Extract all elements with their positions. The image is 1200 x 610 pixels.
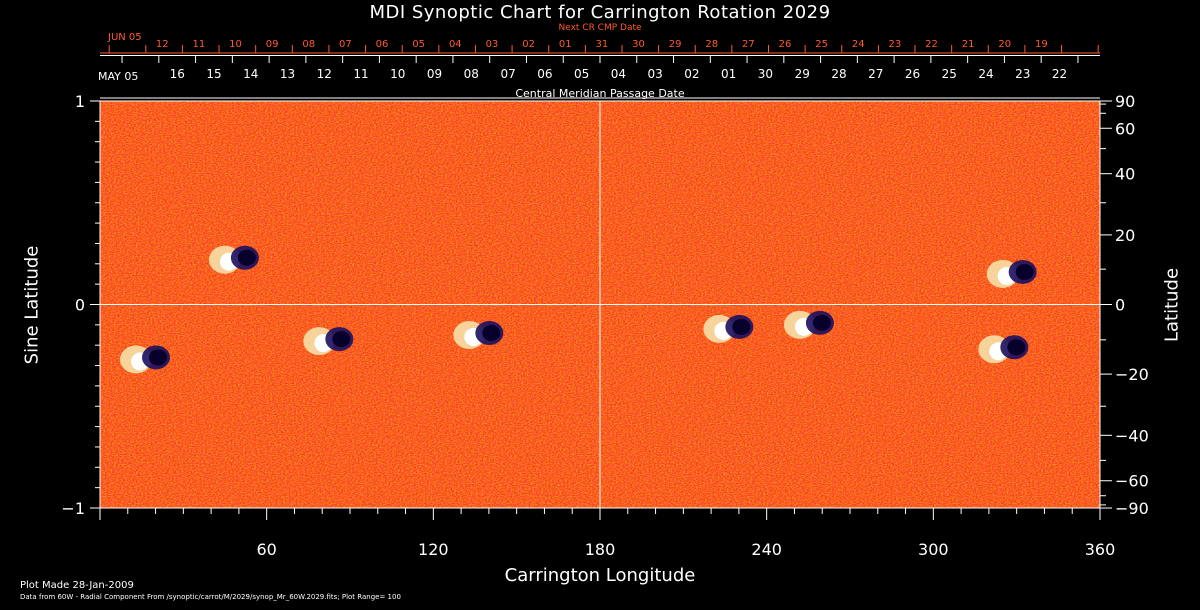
cmp-date-1: 15 xyxy=(206,67,221,81)
active-region-2 xyxy=(120,345,170,374)
next-cr-date-6: 06 xyxy=(376,39,389,50)
cmp-date-12: 04 xyxy=(611,67,626,81)
active-region-4 xyxy=(453,321,504,350)
cmp-axis-title: Central Meridian Passage Date xyxy=(515,87,685,100)
y-axis-label-left: Sine Latitude xyxy=(21,245,43,365)
cmp-date-11: 05 xyxy=(574,67,589,81)
x-tick-label-180: 180 xyxy=(585,540,616,559)
next-cr-date-15: 28 xyxy=(705,39,718,50)
next-cr-date-3: 09 xyxy=(266,39,279,50)
cmp-date-17: 29 xyxy=(795,67,810,81)
next-cr-date-22: 21 xyxy=(962,39,975,50)
next-cr-date-5: 07 xyxy=(339,39,352,50)
next-cr-date-7: 05 xyxy=(412,39,425,50)
cmp-date-20: 26 xyxy=(905,67,920,81)
plot-made-note: Plot Made 28-Jan-2009 xyxy=(20,580,134,591)
next-cr-date-17: 26 xyxy=(779,39,792,50)
cmp-start-label: MAY 05 xyxy=(98,70,139,83)
next-cr-date-24: 19 xyxy=(1035,39,1048,50)
next-cr-date-1: 11 xyxy=(193,39,206,50)
x-tick-label-240: 240 xyxy=(751,540,782,559)
axis-tick-labels: 60 120 180 240 300 360 1 0 −1 90 60 40 20 0 −20 −40 −60 −… xyxy=(61,92,1148,559)
cmp-date-7: 09 xyxy=(427,67,442,81)
y-right-tick-label-1: 60 xyxy=(1115,119,1135,138)
y-right-tick-label-0: 90 xyxy=(1115,92,1135,111)
y-left-tick-label-0: 1 xyxy=(75,92,85,111)
next-cr-date-0: 12 xyxy=(156,39,169,50)
cmp-date-21: 25 xyxy=(942,67,957,81)
y-right-tick-label-6: −40 xyxy=(1115,426,1149,445)
cmp-date-22: 24 xyxy=(978,67,993,81)
next-cr-date-12: 31 xyxy=(595,39,608,50)
cmp-date-19: 27 xyxy=(868,67,883,81)
active-region-7 xyxy=(978,335,1029,364)
cmp-date-10: 06 xyxy=(537,67,552,81)
y-right-tick-label-2: 40 xyxy=(1115,165,1135,184)
cmp-date-5: 11 xyxy=(353,67,368,81)
x-tick-label-60: 60 xyxy=(256,540,276,559)
next-cr-date-10: 02 xyxy=(522,39,535,50)
data-source-note: Data from 60W - Radial Component From /s… xyxy=(20,593,401,601)
cmp-date-16: 30 xyxy=(758,67,773,81)
cmp-date-15: 01 xyxy=(721,67,736,81)
next-cr-date-11: 01 xyxy=(559,39,572,50)
next-cr-date-19: 24 xyxy=(852,39,865,50)
cmp-date-8: 08 xyxy=(464,67,479,81)
y-right-tick-label-4: 0 xyxy=(1115,296,1125,315)
x-tick-label-360: 360 xyxy=(1085,540,1116,559)
next-cr-date-13: 30 xyxy=(632,39,645,50)
cmp-date-9: 07 xyxy=(500,67,515,81)
cmp-date-3: 13 xyxy=(280,67,295,81)
y-right-tick-label-7: −60 xyxy=(1115,472,1149,491)
cmp-date-4: 12 xyxy=(317,67,332,81)
chart-title: MDI Synoptic Chart for Carrington Rotati… xyxy=(369,2,831,23)
cmp-date-2: 14 xyxy=(243,67,258,81)
cmp-date-24: 22 xyxy=(1052,67,1067,81)
date-axes: 12 11 10 09 08 07 06 05 04 03 02 01 31 30 29 28 27 26 25 24… xyxy=(100,39,1100,99)
y-axis-label-right: Latitude xyxy=(1161,267,1183,343)
active-region-3 xyxy=(303,327,354,356)
active-region-6 xyxy=(783,310,834,339)
next-cr-date-23: 20 xyxy=(998,39,1011,50)
cmp-date-23: 23 xyxy=(1015,67,1030,81)
next-cr-date-4: 08 xyxy=(302,39,315,50)
next-cr-date-9: 03 xyxy=(486,39,499,50)
next-cr-date-8: 04 xyxy=(449,39,462,50)
next-cr-date-18: 25 xyxy=(815,39,828,50)
y-right-tick-label-8: −90 xyxy=(1115,499,1149,518)
cmp-date-6: 10 xyxy=(390,67,405,81)
next-cr-date-2: 10 xyxy=(229,39,242,50)
y-right-tick-label-5: −20 xyxy=(1115,365,1149,384)
next-cr-axis-title: Next CR CMP Date xyxy=(558,23,642,33)
active-region-1 xyxy=(208,245,259,274)
active-region-5 xyxy=(703,314,754,343)
y-left-tick-label-1: 0 xyxy=(75,296,85,315)
x-tick-label-120: 120 xyxy=(418,540,449,559)
cmp-date-13: 03 xyxy=(648,67,663,81)
next-cr-date-16: 27 xyxy=(742,39,755,50)
x-axis-label: Carrington Longitude xyxy=(504,565,696,586)
cmp-date-18: 28 xyxy=(831,67,846,81)
next-cr-date-20: 23 xyxy=(889,39,902,50)
active-region-8 xyxy=(986,259,1037,288)
y-left-tick-label-2: −1 xyxy=(61,499,85,518)
cmp-date-0: 16 xyxy=(170,67,185,81)
x-tick-label-300: 300 xyxy=(918,540,949,559)
y-right-tick-label-3: 20 xyxy=(1115,226,1135,245)
next-cr-date-21: 22 xyxy=(925,39,938,50)
next-cr-date-14: 29 xyxy=(669,39,682,50)
axis-ticks xyxy=(90,100,1112,520)
cmp-date-14: 02 xyxy=(684,67,699,81)
next-cr-start-label: JUN 05 xyxy=(108,32,142,43)
